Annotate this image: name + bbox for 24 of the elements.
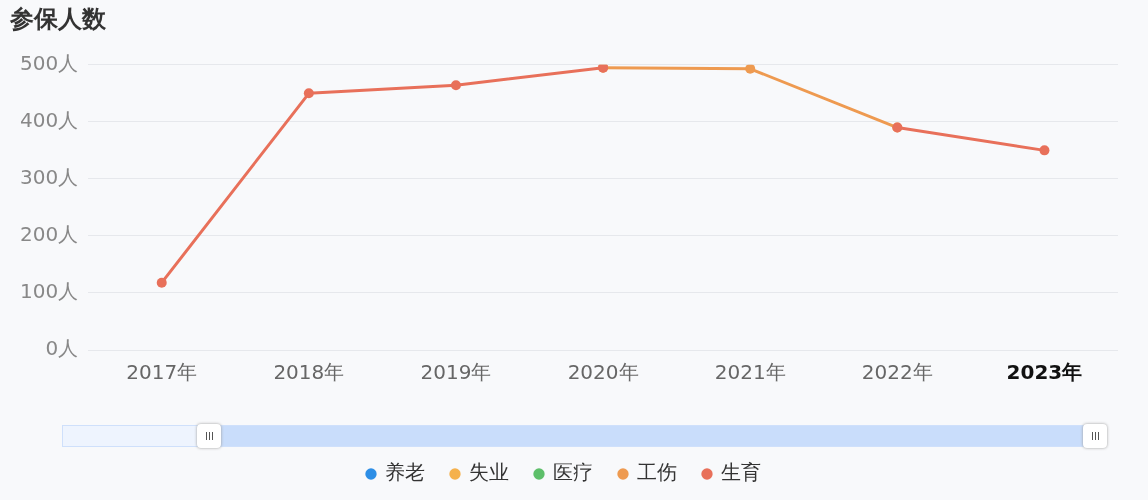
- y-tick-label: 500人: [19, 51, 79, 75]
- y-tick-label: 100人: [19, 279, 79, 304]
- x-tick-label: 2017年: [126, 360, 198, 385]
- point: [303, 88, 314, 99]
- x-tick-label: 2019年: [420, 360, 492, 385]
- x-tick-label: 2022年: [861, 360, 933, 385]
- y-tick-label: 200人: [19, 222, 79, 247]
- legend-label: 养老: [385, 460, 425, 485]
- legend-label: 医疗: [553, 460, 593, 485]
- x-tick-label: 2021年: [714, 360, 786, 385]
- legend-label: 失业: [469, 460, 509, 485]
- y-tick-label: 300人: [19, 165, 79, 190]
- legend-label: 工伤: [637, 460, 677, 485]
- y-tick-label: 0人: [45, 336, 79, 361]
- point: [156, 277, 167, 288]
- point: [1039, 145, 1050, 156]
- x-tick-label: 2023年: [1006, 360, 1083, 385]
- x-tick-label: 2020年: [567, 360, 639, 385]
- point: [745, 64, 756, 74]
- y-tick-label: 400人: [19, 108, 79, 133]
- chart-title: 参保人数: [9, 4, 107, 33]
- x-tick-label: 2018年: [273, 360, 345, 385]
- point: [450, 80, 461, 91]
- legend-label: 生育: [721, 460, 761, 485]
